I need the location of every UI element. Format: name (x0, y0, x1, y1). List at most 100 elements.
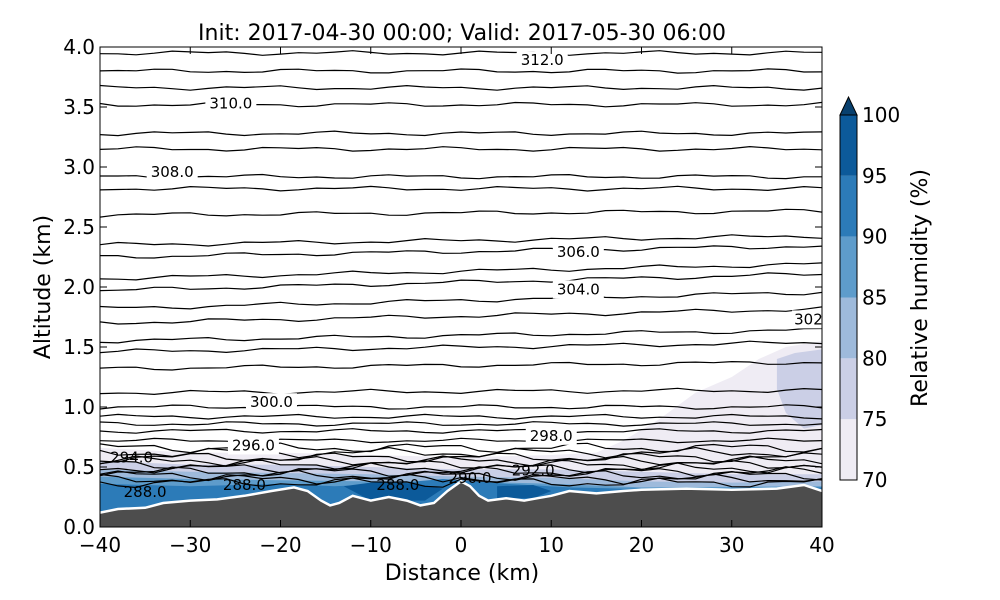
colorbar-extend-arrow (839, 95, 858, 116)
isentrope-line (100, 327, 822, 344)
isentrope-line (100, 477, 822, 489)
isentrope-line (100, 469, 822, 482)
x-tick-label: −10 (350, 533, 392, 557)
isentrope-line (100, 185, 822, 192)
isentrope-line (100, 208, 822, 218)
isentrope-line (100, 145, 822, 152)
contour-label: 288.0 (223, 476, 266, 494)
contour-label: 304.0 (557, 280, 600, 298)
isentrope-line (100, 340, 822, 354)
potential-temperature-contours (100, 50, 822, 489)
colorbar-tick-label: 95 (862, 164, 887, 188)
isentrope-line (100, 291, 822, 310)
colorbar-tick-label: 75 (862, 407, 887, 431)
isentrope-line (100, 428, 822, 434)
contour-labels: 312.0 310.0 308.0 306.0 304.0 302 300.0 298.0 29… (110, 51, 823, 501)
contour-label: 308.0 (151, 163, 194, 181)
colorbar-frame (839, 114, 858, 481)
isentrope-line (100, 421, 822, 427)
x-tick-label: −30 (169, 533, 211, 557)
y-tick-label: 3.5 (63, 95, 95, 119)
x-tick-label: −40 (79, 533, 121, 557)
colorbar-segment (840, 358, 857, 420)
isentrope-line (100, 234, 822, 247)
chart-title: Init: 2017-04-30 00:00; Valid: 2017-05-3… (198, 21, 726, 46)
contour-label-bg (791, 310, 822, 329)
colorbar-tick-label: 100 (862, 103, 900, 127)
contour-label: 288.0 (376, 476, 419, 494)
isentrope-line (100, 442, 822, 454)
colorbar-label: Relative humidity (%) (908, 169, 933, 407)
contour-label: 300.0 (250, 393, 293, 411)
isentrope-line (100, 413, 822, 420)
contour-label: 290.0 (449, 469, 492, 487)
plot-area: 312.0 310.0 308.0 306.0 304.0 302 300.0 298.0 29… (100, 47, 823, 527)
x-tick-label: 30 (719, 533, 744, 557)
colorbar-tick-label: 80 (862, 346, 887, 370)
colorbar-segment (840, 419, 857, 480)
isentrope-line (100, 245, 822, 259)
contour-label: 312.0 (521, 51, 564, 69)
colorbar: 70 75 80 85 90 95 100 (839, 95, 900, 492)
isentrope-line (100, 446, 822, 459)
contour-label-bg (552, 280, 604, 299)
isentrope-line (100, 404, 822, 410)
colorbar-tick-label: 85 (862, 286, 887, 310)
contour-label: 294.0 (110, 448, 153, 466)
y-tick-label: 1.5 (63, 335, 95, 359)
colorbar-segment (840, 236, 857, 298)
y-axis: 0.0 0.5 1.0 1.5 2.0 2.5 3.0 3.5 4.0 (63, 35, 822, 539)
x-axis: −40 −30 −20 −10 0 10 20 30 40 (79, 47, 835, 557)
colorbar-tick-label: 90 (862, 225, 887, 249)
x-tick-label: 40 (809, 533, 834, 557)
colorbar-segment (840, 175, 857, 237)
colorbar-segment (840, 297, 857, 359)
contour-label: 296.0 (232, 436, 275, 454)
x-axis-label: Distance (km) (385, 561, 540, 586)
contour-label-bg (525, 426, 577, 445)
terrain (100, 479, 822, 527)
isentrope-line (100, 173, 822, 180)
x-tick-label: 20 (629, 533, 654, 557)
y-axis-label: Altitude (km) (31, 215, 56, 359)
x-tick-label: −20 (259, 533, 301, 557)
y-tick-label: 2.5 (63, 215, 95, 239)
contour-label: 292.0 (512, 462, 555, 480)
contour-label: 288.0 (124, 483, 167, 501)
y-tick-label: 3.0 (63, 155, 95, 179)
terrain-fill (100, 481, 822, 527)
rh-band-95b (497, 485, 552, 499)
isentrope-line (100, 462, 822, 474)
contour-label: 302 (794, 310, 823, 328)
contour-label-bg (205, 94, 257, 113)
isentrope-line (100, 262, 822, 281)
contour-label-bg (227, 436, 279, 455)
terrain-outline (100, 479, 822, 514)
isentrope-line (100, 306, 822, 325)
y-tick-label: 0.5 (63, 455, 95, 479)
contour-label-bg (146, 162, 198, 181)
isentrope-line (100, 272, 822, 292)
y-tick-label: 1.0 (63, 395, 95, 419)
isentrope-line (100, 360, 822, 371)
y-tick-label: 0.0 (63, 515, 95, 539)
contour-label: 310.0 (209, 94, 252, 112)
contour-label-bg (516, 51, 568, 70)
contour-label-bg (245, 393, 297, 412)
isentrope-line (100, 68, 822, 74)
isentrope-line (100, 387, 822, 396)
contour-label: 298.0 (530, 427, 573, 445)
colorbar-segment (840, 115, 857, 176)
colorbar-tick-label: 70 (862, 468, 887, 492)
contour-label-bg (552, 243, 604, 262)
isentrope-line (100, 473, 822, 485)
contour-label: 306.0 (557, 243, 600, 261)
x-tick-label: 0 (455, 533, 468, 557)
isentrope-line (100, 437, 822, 444)
isentrope-line (100, 84, 822, 91)
x-tick-label: 10 (539, 533, 564, 557)
y-tick-label: 4.0 (63, 35, 95, 59)
y-tick-label: 2.0 (63, 275, 95, 299)
isentrope-line (100, 130, 822, 137)
